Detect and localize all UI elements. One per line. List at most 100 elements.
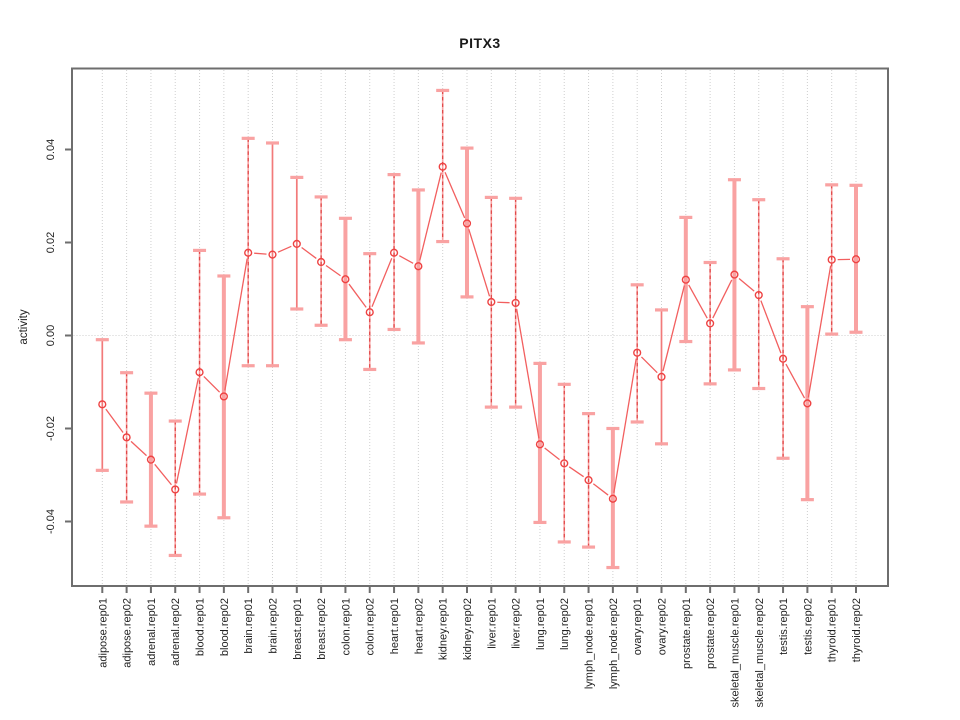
data-point	[317, 257, 326, 267]
x-tick-label: heart.rep02	[413, 598, 425, 654]
x-tick-label: blood.rep01	[195, 598, 207, 656]
series-segment	[515, 308, 540, 439]
x-tick-label: heart.rep01	[389, 598, 401, 654]
x-tick-label: brain.rep01	[243, 598, 255, 654]
y-axis-label: activity	[18, 309, 30, 344]
data-point	[462, 219, 472, 228]
series-segment	[807, 265, 832, 398]
x-tick-label: lung.rep02	[559, 598, 571, 650]
data-point	[219, 392, 228, 401]
y-axis: -0.04 -0.02 0.00 0.02 0.04	[45, 139, 72, 534]
data-point	[608, 494, 617, 503]
data-point	[584, 476, 593, 485]
series-segment	[592, 483, 609, 496]
data-point	[122, 433, 131, 442]
data-point	[681, 275, 690, 284]
x-tick-label: kidney.rep01	[438, 598, 450, 660]
x-tick-label: kidney.rep02	[462, 598, 474, 660]
data-point	[389, 248, 399, 257]
data-point	[827, 255, 836, 264]
x-tick-label: testis.rep02	[802, 598, 814, 655]
series-line	[105, 171, 851, 496]
data-point	[98, 400, 107, 409]
y-tick-label: -0.04	[45, 509, 57, 534]
x-tick-label: brain.rep02	[267, 598, 279, 654]
series-segment	[254, 252, 267, 255]
data-point	[195, 368, 204, 377]
data-point	[730, 270, 739, 279]
series-segment	[175, 377, 199, 484]
series-segment	[640, 356, 658, 374]
x-tick-label: ovary.rep02	[656, 598, 668, 655]
data-point	[146, 455, 156, 464]
data-point	[292, 239, 301, 248]
x-tick-label: liver.rep01	[486, 598, 498, 649]
x-tick-label: thyroid.rep02	[851, 598, 863, 662]
x-tick-label: testis.rep01	[778, 598, 790, 655]
series-segment	[468, 228, 491, 297]
series-segment	[419, 172, 442, 261]
plot-border	[71, 67, 889, 587]
series-segment	[544, 447, 560, 461]
gridlines	[73, 70, 887, 585]
y-tick-label: -0.02	[45, 416, 57, 441]
x-tick-label: lung.rep01	[535, 598, 547, 650]
x-tick-label: prostate.rep02	[705, 598, 717, 669]
x-tick-label: lymph_node.rep02	[608, 598, 620, 689]
data-point	[633, 348, 642, 357]
series-segment	[224, 258, 248, 391]
x-tick-label: breast.rep01	[292, 598, 304, 660]
y-tick-label: 0.00	[45, 325, 57, 346]
x-tick-label: adipose.rep02	[122, 598, 134, 668]
data-point	[803, 399, 812, 408]
series-segment	[203, 376, 221, 393]
chart-title: PITX3	[459, 35, 500, 51]
series-segment	[760, 300, 782, 354]
x-tick-label: blood.rep02	[219, 598, 231, 656]
x-tick-label: ovary.rep01	[632, 598, 644, 655]
data-point	[171, 485, 180, 494]
series-segment	[568, 466, 584, 478]
data-point	[438, 162, 447, 171]
x-tick-label: prostate.rep01	[681, 598, 693, 669]
series-segment	[371, 258, 393, 307]
error-bars	[95, 88, 863, 570]
x-axis: adipose.rep01 adipose.rep02 adrenal.rep01 a…	[97, 586, 863, 707]
plot-box	[71, 67, 889, 587]
x-tick-label: lymph_node.rep01	[584, 598, 596, 689]
data-point	[244, 248, 253, 257]
series-segment	[613, 358, 637, 493]
series-segment	[154, 463, 172, 486]
x-tick-label: adrenal.rep02	[170, 598, 182, 666]
series-segment	[301, 246, 317, 259]
series-segment	[105, 408, 124, 433]
data-point	[341, 275, 350, 284]
series-segment	[662, 285, 685, 372]
x-tick-label: colon.rep02	[365, 598, 377, 656]
series-segment	[398, 255, 414, 264]
x-tick-label: colon.rep01	[340, 598, 352, 656]
series-segment	[348, 283, 367, 308]
x-tick-label: thyroid.rep01	[827, 598, 839, 662]
data-points	[98, 162, 861, 503]
y-tick-label: 0.04	[45, 139, 57, 160]
data-point	[560, 459, 569, 468]
series-segment	[277, 245, 292, 253]
x-tick-label: adrenal.rep01	[146, 598, 158, 666]
series-segment	[444, 171, 466, 219]
x-tick-label: skeletal_muscle.rep01	[729, 598, 741, 707]
data-point	[657, 372, 666, 381]
data-point	[511, 298, 520, 308]
x-tick-label: adipose.rep01	[97, 598, 109, 668]
series-segment	[738, 277, 755, 292]
data-point	[487, 297, 496, 307]
x-tick-label: skeletal_muscle.rep02	[754, 598, 766, 707]
series-segment	[325, 264, 341, 277]
y-tick-label: 0.02	[45, 232, 57, 253]
data-point	[268, 250, 277, 259]
data-point	[535, 440, 545, 449]
data-point	[414, 262, 423, 271]
data-point	[851, 255, 861, 264]
